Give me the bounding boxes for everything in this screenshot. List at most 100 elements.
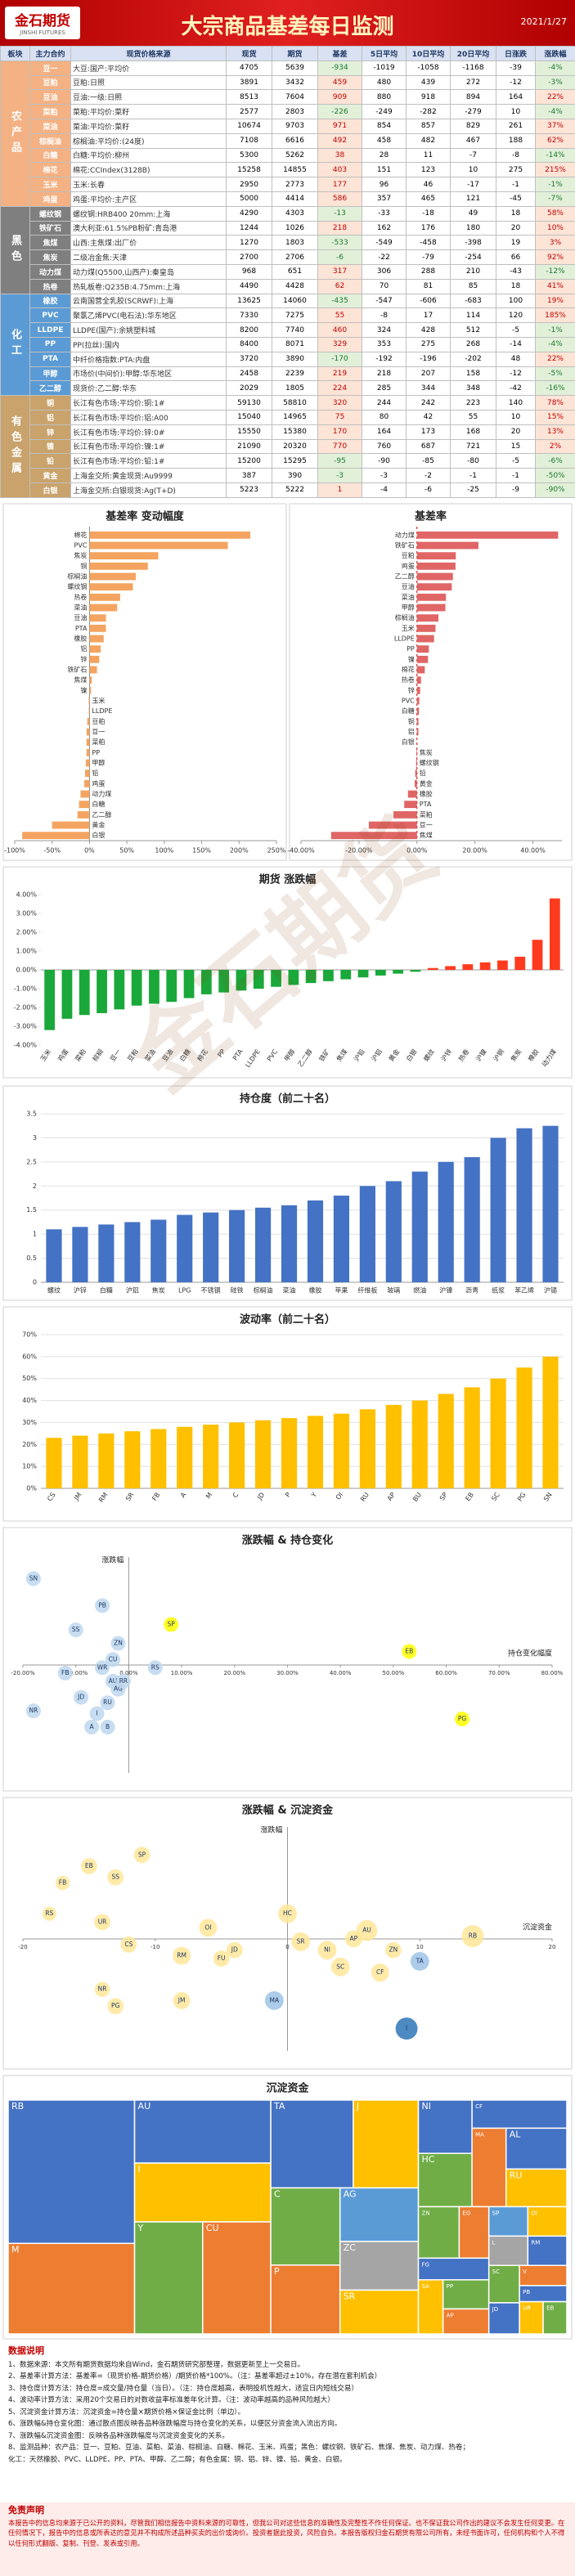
- y-tick-label: 0.5: [26, 1254, 37, 1262]
- bar: [416, 717, 419, 725]
- x-tick-label: -20.00%: [345, 847, 373, 855]
- bubble-label: PG: [458, 1715, 467, 1722]
- bubble-label: SP: [138, 1851, 146, 1858]
- tile: [471, 2127, 507, 2208]
- tile-label: SP: [492, 2210, 500, 2216]
- x-tick-label: 棕榈油: [254, 1286, 273, 1295]
- table-row: 锌长江有色市场:平均价:锌:0# 15550 15380 170 164 173 168 20…: [1, 424, 575, 440]
- header-cell: 现货价格来源: [70, 46, 227, 61]
- bubble-label: I: [406, 2025, 407, 2032]
- bar: [46, 1438, 62, 1488]
- category-label: 热卷: [402, 675, 415, 684]
- value-cell: -80: [450, 453, 496, 469]
- bubble-label: CF: [376, 1968, 384, 1976]
- value-cell: -3%: [535, 74, 575, 91]
- source-cell: 长江有色市场:平均价:铅:1#: [70, 453, 227, 469]
- bar: [416, 541, 478, 550]
- bubble-label: TA: [416, 1957, 425, 1964]
- category-label: 豆一: [92, 729, 105, 736]
- x-tick-label: JD: [255, 1491, 266, 1501]
- bubble-label: MA: [270, 1996, 280, 2004]
- value-cell: 2%: [535, 438, 575, 455]
- bar: [44, 970, 56, 1030]
- bar: [385, 1181, 402, 1282]
- note-line: 化工：天然橡胶、PVC、LLDPE、PP、PTA、甲醇、乙二醇；有色金属：铜、铝…: [8, 2455, 347, 2464]
- value-cell: 8071: [272, 336, 318, 352]
- bar: [84, 770, 90, 778]
- source-cell: 市场价(中间价):甲醇:华东地区: [70, 366, 227, 382]
- source-cell: 聚氯乙烯PVC(电石法):华东地区: [70, 307, 227, 324]
- bar: [61, 970, 73, 1019]
- value-cell: 164: [496, 89, 536, 105]
- table-row: 棉花 棉花:CCIndex(3128B) 15258 14855 403 151 123 10…: [1, 162, 575, 178]
- bar: [72, 1435, 88, 1488]
- contract-cell: 锌: [29, 424, 71, 440]
- bar: [490, 1138, 506, 1282]
- x-tick-label: 白糖: [100, 1286, 113, 1295]
- category-label: 棕榈油: [67, 572, 87, 581]
- value-cell: 770: [317, 438, 362, 455]
- notes-title: 数据说明: [8, 2345, 44, 2356]
- contract-cell: 动力煤: [29, 263, 71, 280]
- value-cell: -6%: [535, 453, 575, 469]
- bar: [131, 970, 142, 1006]
- value-cell: 18: [496, 205, 536, 222]
- value-cell: 14855: [272, 162, 318, 178]
- header-cell: 主力合约: [29, 46, 71, 61]
- bubble: [25, 1703, 41, 1719]
- value-cell: 4303: [272, 205, 318, 222]
- bar: [89, 541, 228, 550]
- bar: [323, 970, 334, 981]
- value-cell: 49: [450, 205, 496, 222]
- value-cell: 329: [317, 336, 362, 352]
- value-cell: 15040: [226, 409, 272, 425]
- category-label: 焦煤: [420, 831, 433, 839]
- value-cell: -2: [406, 468, 451, 483]
- x-tick-label: 0: [285, 1944, 289, 1950]
- bar: [124, 1431, 141, 1488]
- value-cell: 3432: [272, 74, 318, 91]
- value-cell: 7604: [272, 89, 318, 105]
- x-tick-label: 纸浆: [492, 1286, 505, 1295]
- value-cell: -22: [362, 249, 407, 265]
- category-label: 甲醇: [402, 604, 415, 612]
- category-label: 棕榈油: [395, 613, 415, 622]
- bar: [438, 1161, 454, 1282]
- category-label: 铁矿石: [395, 541, 415, 550]
- x-tick-label: 沥青: [465, 1286, 478, 1295]
- value-cell: 2706: [272, 249, 318, 265]
- bar: [89, 645, 101, 653]
- bar: [330, 832, 417, 840]
- value-cell: 210: [450, 263, 496, 280]
- value-cell: -279: [450, 104, 496, 119]
- category-label: 螺纹钢: [420, 759, 439, 767]
- tile-label: AU: [138, 2101, 151, 2112]
- value-cell: 586: [317, 191, 362, 207]
- bubble: [371, 1963, 389, 1982]
- bar: [416, 676, 421, 684]
- bar: [416, 604, 446, 612]
- value-cell: 13%: [535, 424, 575, 440]
- value-cell: -170: [317, 351, 362, 367]
- bubble-label: RM: [177, 1952, 186, 1959]
- table-row: PP PP(拉丝):国内 8400 8071 329 353 275 268 -14 -4%: [1, 336, 575, 352]
- value-cell: 324: [362, 322, 407, 338]
- tile: [487, 2264, 520, 2304]
- source-cell: 鸡蛋:平均价:主产区: [70, 191, 227, 207]
- bar: [416, 759, 417, 767]
- tile-label: PP: [447, 2283, 453, 2290]
- x-tick-label: 20: [549, 1944, 556, 1950]
- bar: [359, 1186, 375, 1282]
- value-cell: -549: [362, 235, 407, 251]
- tile: [527, 2235, 568, 2266]
- bubble-label: NR: [98, 1986, 107, 1993]
- contract-cell: LLDPE: [29, 322, 71, 338]
- tile-label: TA: [273, 2101, 285, 2112]
- value-cell: -9: [496, 482, 536, 498]
- x-tick-label: 不锈钢: [201, 1286, 221, 1295]
- header-cell: 5日平均: [362, 46, 407, 61]
- value-cell: 158: [450, 366, 496, 382]
- value-cell: 176: [406, 220, 451, 236]
- source-cell: 棉花:CCIndex(3128B): [70, 162, 227, 178]
- value-cell: 19%: [535, 293, 575, 309]
